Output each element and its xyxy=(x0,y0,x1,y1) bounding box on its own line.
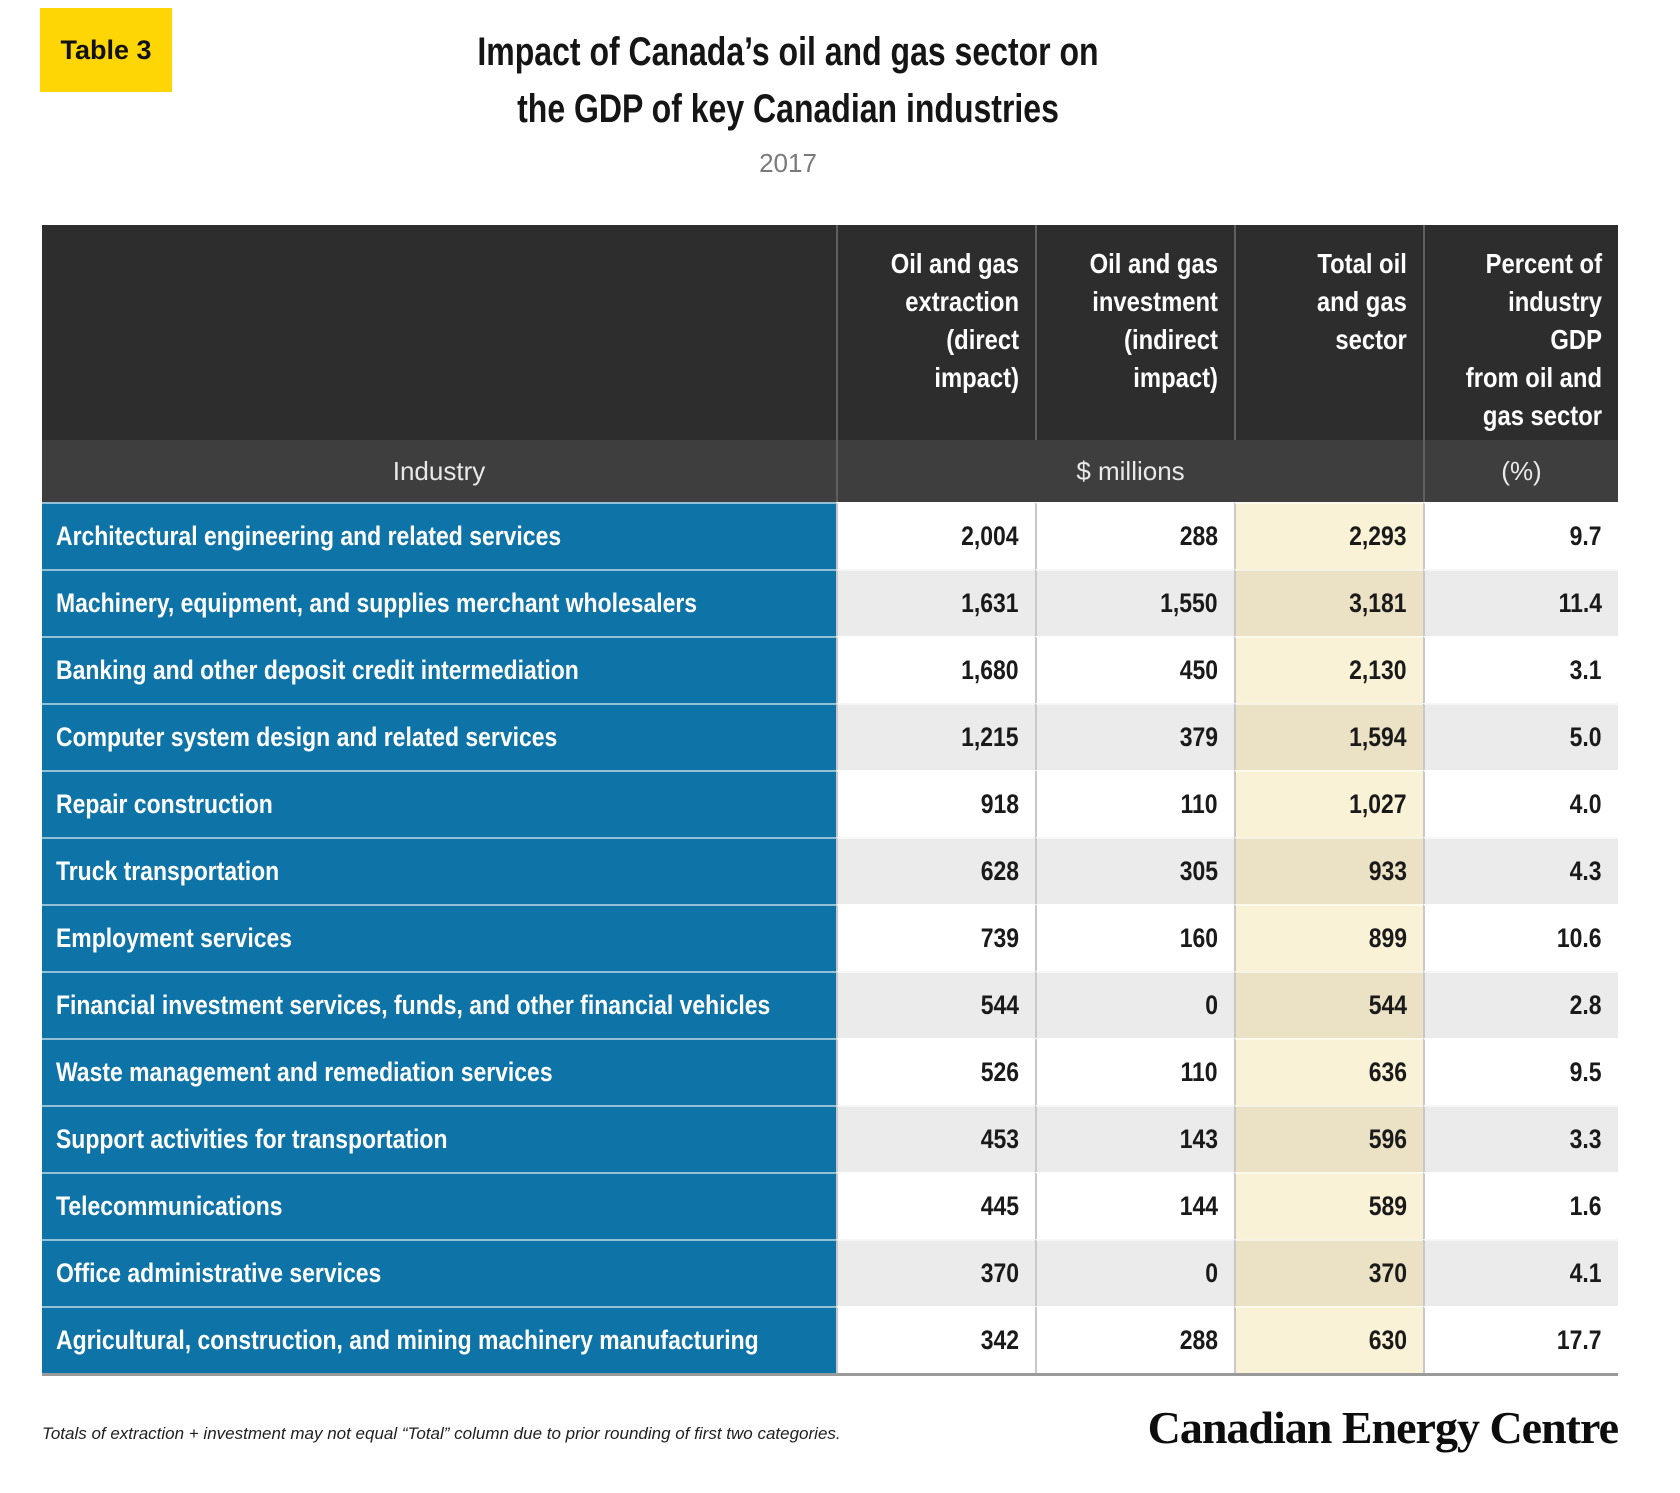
industry-cell: Architectural engineering and related se… xyxy=(42,502,836,569)
total-cell: 589 xyxy=(1234,1172,1423,1239)
header-total: Total oil and gas sector xyxy=(1234,225,1423,440)
percent-cell: 3.3 xyxy=(1423,1105,1618,1172)
page-title-line1: Impact of Canada’s oil and gas sector on xyxy=(477,30,1099,74)
percent-cell: 11.4 xyxy=(1423,569,1618,636)
header-extraction: Oil and gas extraction (direct impact) xyxy=(836,225,1035,440)
extraction-cell: 526 xyxy=(836,1038,1035,1105)
table-row: Telecommunications 445 144 589 1.6 xyxy=(42,1172,1618,1239)
percent-cell: 2.8 xyxy=(1423,971,1618,1038)
total-cell: 899 xyxy=(1234,904,1423,971)
title-block: Impact of Canada’s oil and gas sector on… xyxy=(0,24,1628,179)
investment-cell: 144 xyxy=(1035,1172,1234,1239)
industry-cell: Truck transportation xyxy=(42,837,836,904)
investment-cell: 450 xyxy=(1035,636,1234,703)
total-cell: 1,594 xyxy=(1234,703,1423,770)
industry-cell: Employment services xyxy=(42,904,836,971)
subheader-percent: (%) xyxy=(1423,440,1618,502)
table-row: Agricultural, construction, and mining m… xyxy=(42,1306,1618,1373)
table-row: Employment services 739 160 899 10.6 xyxy=(42,904,1618,971)
subheader-millions: $ millions xyxy=(836,440,1423,502)
extraction-cell: 370 xyxy=(836,1239,1035,1306)
investment-cell: 110 xyxy=(1035,1038,1234,1105)
investment-cell: 0 xyxy=(1035,971,1234,1038)
total-cell: 636 xyxy=(1234,1038,1423,1105)
gdp-impact-table: Oil and gas extraction (direct impact) O… xyxy=(42,225,1618,1376)
percent-cell: 9.7 xyxy=(1423,502,1618,569)
table-row: Financial investment services, funds, an… xyxy=(42,971,1618,1038)
extraction-cell: 739 xyxy=(836,904,1035,971)
investment-cell: 288 xyxy=(1035,502,1234,569)
extraction-cell: 1,631 xyxy=(836,569,1035,636)
table-row: Support activities for transportation 45… xyxy=(42,1105,1618,1172)
total-cell: 2,130 xyxy=(1234,636,1423,703)
industry-cell: Office administrative services xyxy=(42,1239,836,1306)
extraction-cell: 453 xyxy=(836,1105,1035,1172)
industry-cell: Machinery, equipment, and supplies merch… xyxy=(42,569,836,636)
table-number-badge: Table 3 xyxy=(40,8,172,92)
percent-cell: 5.0 xyxy=(1423,703,1618,770)
table-row: Office administrative services 370 0 370… xyxy=(42,1239,1618,1306)
total-cell: 1,027 xyxy=(1234,770,1423,837)
percent-cell: 9.5 xyxy=(1423,1038,1618,1105)
subheader-industry: Industry xyxy=(42,440,836,502)
footnote: Totals of extraction + investment may no… xyxy=(42,1424,841,1443)
total-cell: 630 xyxy=(1234,1306,1423,1373)
total-cell: 3,181 xyxy=(1234,569,1423,636)
percent-cell: 10.6 xyxy=(1423,904,1618,971)
table-row: Computer system design and related servi… xyxy=(42,703,1618,770)
extraction-cell: 628 xyxy=(836,837,1035,904)
industry-cell: Waste management and remediation service… xyxy=(42,1038,836,1105)
percent-cell: 3.1 xyxy=(1423,636,1618,703)
percent-cell: 4.1 xyxy=(1423,1239,1618,1306)
investment-cell: 0 xyxy=(1035,1239,1234,1306)
extraction-cell: 342 xyxy=(836,1306,1035,1373)
extraction-cell: 918 xyxy=(836,770,1035,837)
percent-cell: 1.6 xyxy=(1423,1172,1618,1239)
canadian-energy-centre-logo: Canadian Energy Centre xyxy=(1147,1402,1619,1453)
table-row: Repair construction 918 110 1,027 4.0 xyxy=(42,770,1618,837)
investment-cell: 288 xyxy=(1035,1306,1234,1373)
page-subtitle-year: 2017 xyxy=(759,148,817,178)
extraction-cell: 544 xyxy=(836,971,1035,1038)
column-header-row: Oil and gas extraction (direct impact) O… xyxy=(42,225,1618,440)
industry-cell: Financial investment services, funds, an… xyxy=(42,971,836,1038)
investment-cell: 305 xyxy=(1035,837,1234,904)
total-cell: 370 xyxy=(1234,1239,1423,1306)
table-row: Machinery, equipment, and supplies merch… xyxy=(42,569,1618,636)
investment-cell: 110 xyxy=(1035,770,1234,837)
header-industry-spacer xyxy=(42,225,836,440)
extraction-cell: 2,004 xyxy=(836,502,1035,569)
investment-cell: 143 xyxy=(1035,1105,1234,1172)
total-cell: 544 xyxy=(1234,971,1423,1038)
industry-cell: Repair construction xyxy=(42,770,836,837)
percent-cell: 4.3 xyxy=(1423,837,1618,904)
industry-cell: Computer system design and related servi… xyxy=(42,703,836,770)
total-cell: 596 xyxy=(1234,1105,1423,1172)
percent-cell: 4.0 xyxy=(1423,770,1618,837)
page-title-line2: the GDP of key Canadian industries xyxy=(517,87,1059,131)
table-number-label: Table 3 xyxy=(60,34,152,65)
header-investment: Oil and gas investment (indirect impact) xyxy=(1035,225,1234,440)
total-cell: 933 xyxy=(1234,837,1423,904)
table-row: Truck transportation 628 305 933 4.3 xyxy=(42,837,1618,904)
percent-cell: 17.7 xyxy=(1423,1306,1618,1373)
extraction-cell: 445 xyxy=(836,1172,1035,1239)
investment-cell: 379 xyxy=(1035,703,1234,770)
table-row: Architectural engineering and related se… xyxy=(42,502,1618,569)
total-cell: 2,293 xyxy=(1234,502,1423,569)
industry-cell: Telecommunications xyxy=(42,1172,836,1239)
header-percent: Percent of industry GDP from oil and gas… xyxy=(1423,225,1618,440)
extraction-cell: 1,215 xyxy=(836,703,1035,770)
footer: Totals of extraction + investment may no… xyxy=(42,1402,1619,1454)
table-row: Banking and other deposit credit interme… xyxy=(42,636,1618,703)
unit-header-row: Industry $ millions (%) xyxy=(42,440,1618,502)
extraction-cell: 1,680 xyxy=(836,636,1035,703)
investment-cell: 160 xyxy=(1035,904,1234,971)
industry-cell: Support activities for transportation xyxy=(42,1105,836,1172)
investment-cell: 1,550 xyxy=(1035,569,1234,636)
industry-cell: Banking and other deposit credit interme… xyxy=(42,636,836,703)
industry-cell: Agricultural, construction, and mining m… xyxy=(42,1306,836,1373)
table-row: Waste management and remediation service… xyxy=(42,1038,1618,1105)
